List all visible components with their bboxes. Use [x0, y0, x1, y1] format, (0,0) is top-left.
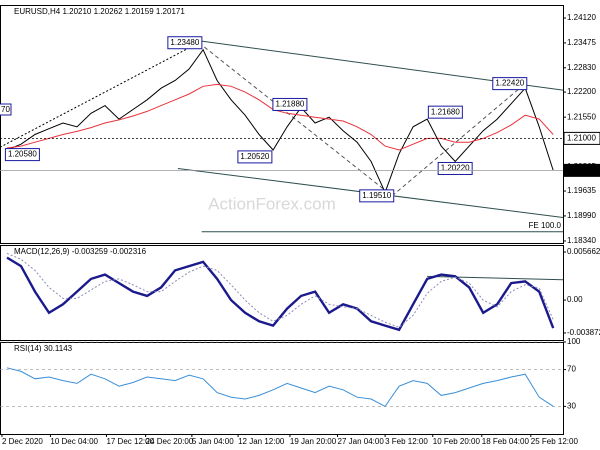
price-label-box [167, 36, 203, 50]
edge-label-box [0, 103, 12, 116]
price-label: 1.20220 [441, 164, 470, 173]
y-tick-label: 1.19635 [567, 186, 596, 195]
x-tick-label: 10 Feb 20:00 [433, 437, 481, 446]
price-label-box [437, 161, 473, 175]
panel-frame [0, 245, 564, 341]
price-label: 1.21680 [431, 107, 460, 116]
x-tick-label: 18 Feb 04:00 [482, 437, 530, 446]
series-line [6, 256, 555, 332]
series-line [6, 252, 554, 328]
panel: 0.005662 0.00 -0.003872 MACD(12,26,9) -0.00… [0, 245, 600, 341]
x-tick-label: 3 Feb 12:00 [385, 437, 428, 446]
y-tick-label: 1.21550 [567, 112, 596, 121]
marker-label: 1.20171 [567, 165, 596, 174]
trend-line [427, 275, 564, 281]
price-label-box [272, 97, 308, 111]
watermark: ActionForex.com [208, 194, 336, 213]
y-tick-label: 1.24120 [567, 13, 596, 22]
panel: 100 70 30 RSI(14) 30.1143 2 Dec 2020 10 Dec 0… [0, 337, 581, 446]
x-tick-label: 27 Jan 04:00 [338, 437, 385, 446]
fe-label: FE 100.0 [529, 221, 562, 230]
y-tick-label: 70 [567, 365, 576, 374]
price-label-box [237, 150, 273, 164]
price-label-box [4, 148, 40, 162]
price-label: 1.19510 [362, 191, 391, 200]
x-tick-label: 25 Feb 12:00 [531, 437, 579, 446]
series-line [6, 367, 554, 408]
y-tick-label: 1.23475 [567, 38, 596, 47]
y-tick-label: 30 [567, 402, 576, 411]
x-tick-label: 19 Jan 20:00 [290, 437, 337, 446]
price-label: 1.22420 [495, 79, 524, 88]
x-tick-label: 12 Jan 12:00 [238, 437, 285, 446]
y-tick-label: 1.18340 [567, 236, 596, 245]
price-label: 1.23480 [170, 38, 199, 47]
series-line [6, 83, 554, 151]
y-tick-label: -0.003872 [567, 328, 600, 337]
trend-line [391, 83, 526, 197]
price-label: 1.20580 [8, 150, 37, 159]
panel-frame [0, 5, 564, 244]
price-label: 1.20520 [240, 152, 269, 161]
marker-label: 1.21000 [567, 133, 596, 142]
price-label: 1.21880 [275, 100, 304, 109]
trend-line [0, 42, 200, 148]
y-tick-label: 1.22200 [567, 87, 596, 96]
panel-frame [0, 342, 564, 435]
x-tick-label: 24 Dec 20:00 [146, 437, 194, 446]
x-tick-label: 10 Dec 04:00 [50, 437, 98, 446]
trend-line [198, 42, 393, 197]
price-label-box [359, 189, 395, 203]
price-label-box [492, 77, 528, 91]
edge-label: 70 [1, 105, 10, 114]
x-tick-label: 17 Dec 12:00 [106, 437, 154, 446]
y-tick-label: 100 [567, 337, 581, 346]
y-tick-label: 1.22830 [567, 63, 596, 72]
y-tick-label: 1.18990 [567, 211, 596, 220]
x-tick-label: 2 Dec 2020 [2, 437, 43, 446]
x-tick-label: 5 Jan 04:00 [192, 437, 234, 446]
marker-box [563, 163, 600, 177]
y-tick-label: 0.005662 [567, 247, 600, 256]
marker-box [563, 131, 600, 145]
panel-title: EURUSD,H4 1.20210 1.20262 1.20159 1.2017… [14, 7, 185, 16]
y-tick-label: 0.00 [567, 295, 583, 304]
panel: 1.241201.234751.228301.222001.215501.209… [0, 5, 600, 245]
panel-title: RSI(14) 30.1143 [14, 344, 73, 353]
price-label-box [427, 105, 463, 119]
panel-title: MACD(12,26,9) -0.003259 -0.002316 [14, 247, 147, 256]
